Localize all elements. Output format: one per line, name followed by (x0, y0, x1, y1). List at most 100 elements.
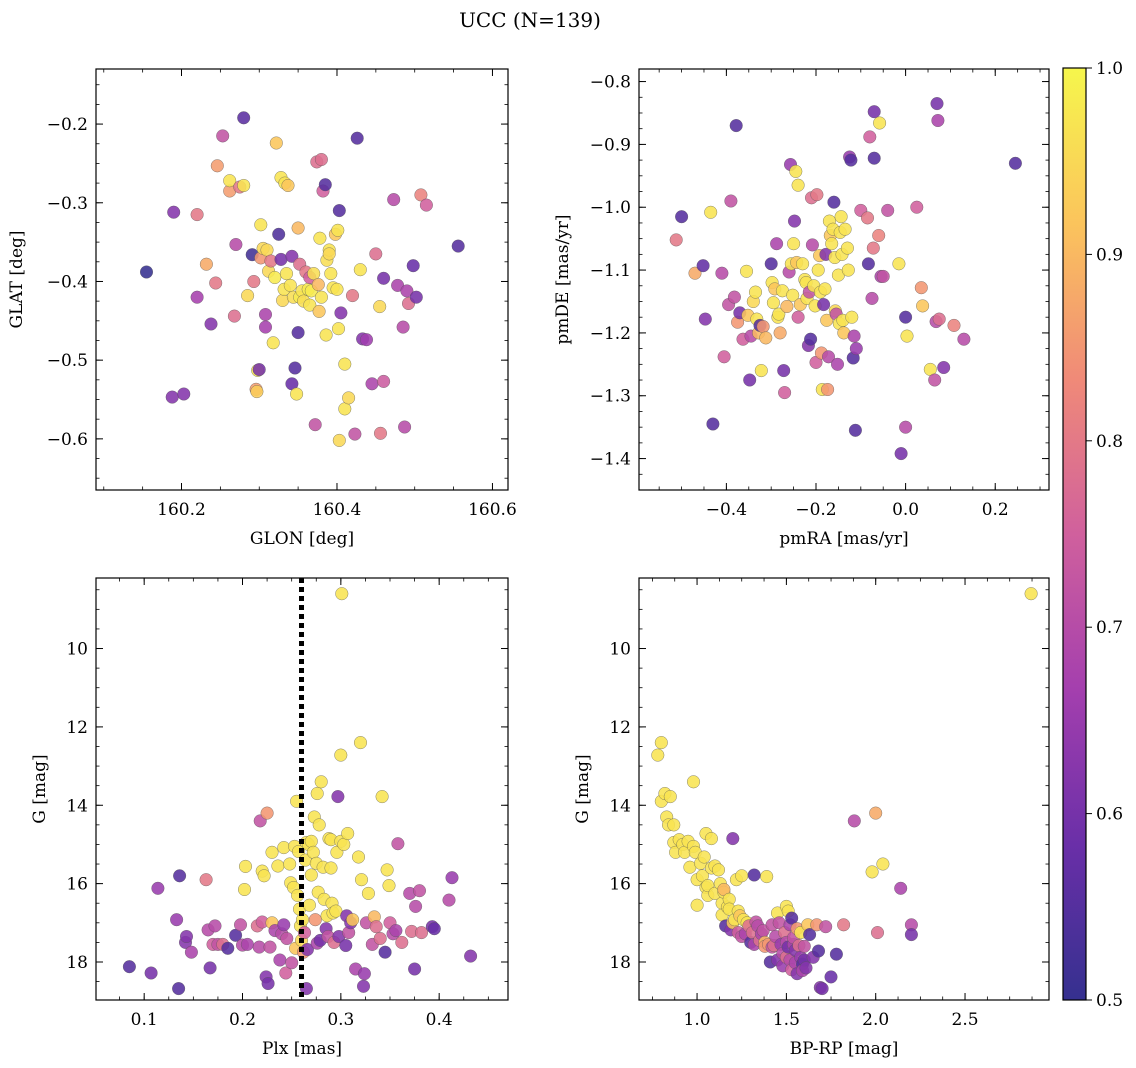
x-tick-label: 0.2 (982, 500, 1009, 520)
data-point (209, 276, 223, 290)
data-point (170, 913, 184, 927)
data-point (717, 350, 731, 364)
data-point (869, 806, 883, 820)
y-tick-label: −1.0 (590, 198, 631, 218)
data-point (238, 883, 251, 896)
data-point (311, 278, 325, 292)
data-point (199, 257, 213, 271)
data-point (338, 357, 352, 371)
y-tick-label: −0.8 (590, 73, 631, 93)
data-point (365, 377, 379, 391)
data-point (881, 203, 895, 217)
data-point (291, 221, 305, 235)
data-point (937, 361, 951, 374)
data-point (382, 879, 396, 893)
data-point (831, 357, 844, 371)
data-point (727, 290, 741, 304)
data-point (250, 385, 264, 399)
data-point (789, 164, 803, 178)
data-point (241, 289, 255, 303)
data-point (304, 868, 318, 882)
data-point (259, 320, 272, 334)
data-point (332, 204, 346, 218)
data-point (861, 211, 874, 225)
data-point (346, 913, 360, 927)
y-tick-label: 16 (609, 875, 631, 895)
x-tick-label: 2.0 (862, 1010, 889, 1030)
data-point (396, 320, 410, 334)
data-point (165, 390, 179, 404)
data-point (308, 418, 322, 432)
data-point (743, 373, 757, 387)
data-point (199, 873, 213, 887)
data-point (863, 130, 877, 144)
data-point (712, 863, 725, 877)
y-tick-label: 16 (66, 875, 88, 895)
x-tick-label: 0.1 (131, 1010, 158, 1030)
x-tick-label: 0.2 (229, 1010, 256, 1030)
data-point (190, 290, 204, 304)
data-point (280, 932, 294, 945)
y-tick-label: −1.4 (590, 450, 631, 470)
data-point (804, 332, 818, 346)
data-point (697, 850, 711, 864)
data-point (329, 904, 343, 918)
data-point (283, 278, 297, 292)
data-point (749, 285, 762, 299)
axes-frame (638, 68, 1050, 491)
colorbar-tick-label: 0.5 (1096, 991, 1123, 1011)
data-point (352, 850, 365, 864)
data-point (378, 945, 392, 959)
data-point (374, 426, 387, 440)
data-point (740, 264, 753, 278)
data-point (389, 924, 403, 938)
data-point (451, 239, 465, 253)
data-point (285, 249, 299, 263)
data-point (260, 806, 274, 820)
y-tick-label: 18 (66, 953, 88, 973)
data-point (338, 402, 352, 416)
data-point (834, 210, 848, 224)
data-point (291, 326, 305, 340)
data-point (375, 790, 389, 804)
data-point (866, 241, 880, 255)
data-point (849, 342, 863, 356)
x-axis-label: GLON [deg] (250, 529, 354, 549)
data-point (229, 238, 243, 251)
data-point (172, 982, 186, 996)
data-points (122, 587, 478, 996)
data-point (824, 970, 838, 984)
data-point (759, 331, 773, 345)
data-point (408, 962, 422, 976)
data-point (861, 257, 875, 271)
data-point (818, 282, 832, 296)
data-point (756, 320, 770, 334)
data-point (899, 420, 913, 434)
data-point (669, 233, 683, 247)
data-point (787, 237, 801, 251)
data-point (409, 899, 423, 913)
data-point (303, 298, 317, 312)
y-tick-label: 14 (609, 796, 631, 816)
data-point (957, 332, 971, 346)
data-point (377, 374, 391, 388)
data-point (704, 832, 718, 846)
data-point (791, 178, 805, 192)
data-point (876, 269, 890, 283)
data-point (409, 290, 423, 304)
data-point (260, 243, 274, 257)
data-points (140, 111, 465, 447)
data-points (651, 587, 1038, 996)
data-point (931, 114, 945, 127)
data-point (847, 814, 861, 828)
data-point (341, 827, 355, 840)
data-point (332, 433, 346, 447)
data-point (348, 427, 362, 441)
axes-frame (95, 68, 509, 491)
data-point (400, 284, 414, 298)
scatter-panel-p1: 160.2 160.4 160.6 −0.2 −0.3 −0.4 −0.5 −0.6 GLON … (7, 68, 517, 549)
data-point (373, 932, 387, 945)
data-point (773, 326, 787, 340)
data-point (819, 920, 833, 934)
